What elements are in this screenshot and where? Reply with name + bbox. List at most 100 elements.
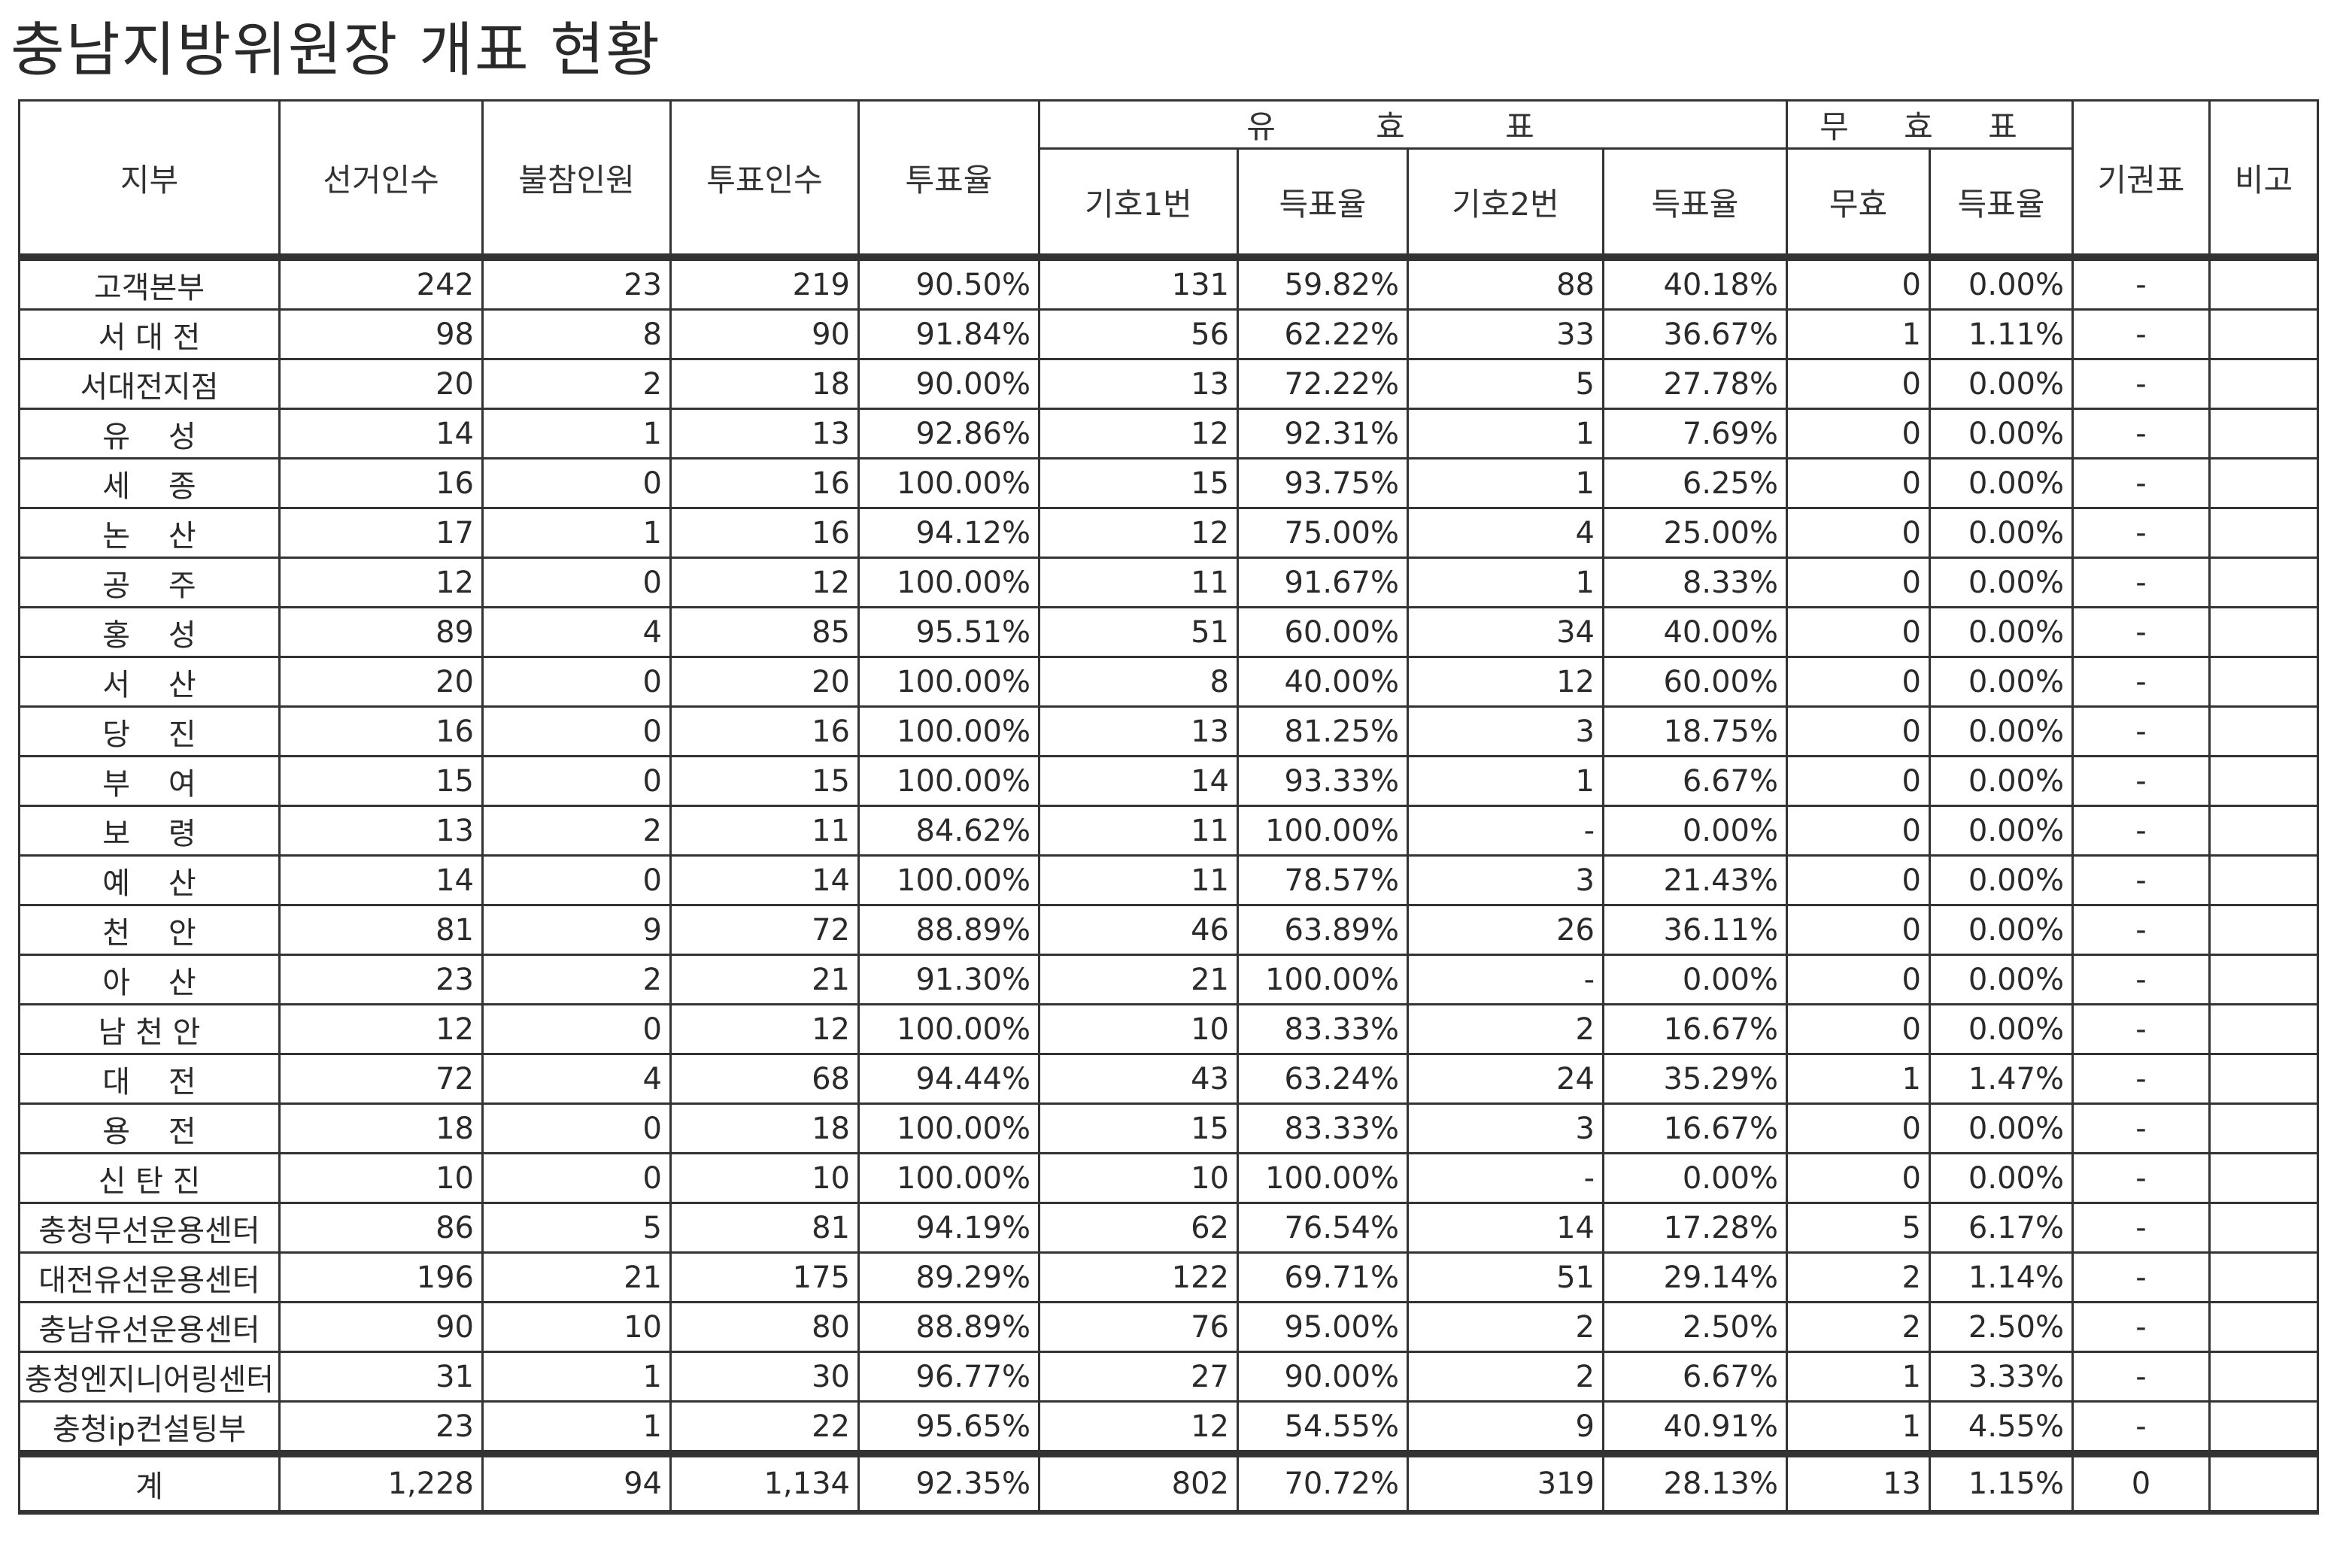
cell-note — [2208, 954, 2319, 1005]
cell-cand2-rate: 40.00% — [1602, 606, 1788, 658]
table-row: 서 대 전 98 8 90 91.84% 56 62.22% 33 36.67% 1 1.11% - — [18, 308, 2319, 360]
cell-branch: 부 여 — [18, 755, 281, 807]
cell-turnout: 100.00% — [857, 1102, 1040, 1154]
cell-cand2: 5 — [1407, 358, 1604, 410]
cell-cand1-rate: 91.67% — [1237, 557, 1409, 608]
cell-invalid-rate: 4.55% — [1929, 1400, 2074, 1455]
cell-absent: 5 — [481, 1202, 672, 1254]
cell-invalid: 0 — [1786, 457, 1931, 509]
cell-invalid-rate: 1.11% — [1929, 308, 2074, 360]
cell-voters: 80 — [669, 1301, 860, 1353]
cell-electors: 72 — [278, 1053, 484, 1105]
cell-voters: 16 — [669, 705, 860, 757]
cell-invalid: 0 — [1786, 755, 1931, 807]
cell-absent: 4 — [481, 606, 672, 658]
cell-invalid-rate: 0.00% — [1929, 557, 2074, 608]
cell-invalid: 2 — [1786, 1251, 1931, 1303]
cell-turnout: 100.00% — [857, 656, 1040, 708]
cell-turnout: 92.86% — [857, 408, 1040, 459]
cell-invalid: 0 — [1786, 954, 1931, 1005]
cell-cand2-rate: 21.43% — [1602, 854, 1788, 906]
cell-absent: 0 — [481, 1102, 672, 1154]
cell-cand2: 12 — [1407, 656, 1604, 708]
cell-cand1: 802 — [1038, 1450, 1239, 1515]
table-row: 고객본부 242 23 219 90.50% 131 59.82% 88 40.18% 0 0.00… — [18, 256, 2319, 311]
cell-cand2-rate: 6.67% — [1602, 755, 1788, 807]
cell-electors: 196 — [278, 1251, 484, 1303]
cell-branch: 서 산 — [18, 656, 281, 708]
cell-turnout: 100.00% — [857, 557, 1040, 608]
cell-cand1-rate: 63.24% — [1237, 1053, 1409, 1105]
cell-branch: 유 성 — [18, 408, 281, 459]
cell-cand2-rate: 7.69% — [1602, 408, 1788, 459]
cell-branch: 용 전 — [18, 1102, 281, 1154]
table-row: 충청ip컨설팅부 23 1 22 95.65% 12 54.55% 9 40.91% 1 4.55%… — [18, 1400, 2319, 1455]
cell-voters: 12 — [669, 557, 860, 608]
header-branch: 지부 — [18, 99, 281, 259]
cell-voters: 85 — [669, 606, 860, 658]
cell-cand1-rate: 63.89% — [1237, 904, 1409, 956]
cell-electors: 16 — [278, 457, 484, 509]
cell-invalid: 1 — [1786, 1351, 1931, 1403]
cell-absent: 0 — [481, 1152, 672, 1204]
cell-voters: 16 — [669, 507, 860, 559]
cell-cand2: 4 — [1407, 507, 1604, 559]
cell-electors: 15 — [278, 755, 484, 807]
cell-note — [2208, 1003, 2319, 1055]
cell-cand1: 13 — [1038, 358, 1239, 410]
cell-absent: 1 — [481, 1400, 672, 1455]
cell-absent: 0 — [481, 1003, 672, 1055]
cell-note — [2208, 606, 2319, 658]
cell-branch: 충남유선운용센터 — [18, 1301, 281, 1353]
table-row: 당 진 16 0 16 100.00% 13 81.25% 3 18.75% 0 0.00% - — [18, 705, 2319, 757]
cell-cand1: 11 — [1038, 805, 1239, 857]
cell-absent: 1 — [481, 507, 672, 559]
total-row: 계 1,228 94 1,134 92.35% 802 70.72% 319 28.13% 13 1… — [18, 1450, 2319, 1515]
cell-voters: 72 — [669, 904, 860, 956]
cell-cand2-rate: 35.29% — [1602, 1053, 1788, 1105]
cell-absent: 2 — [481, 358, 672, 410]
cell-absent: 0 — [481, 457, 672, 509]
cell-invalid-rate: 0.00% — [1929, 954, 2074, 1005]
cell-invalid-rate: 0.00% — [1929, 507, 2074, 559]
cell-turnout: 88.89% — [857, 904, 1040, 956]
cell-electors: 14 — [278, 408, 484, 459]
table-row: 유 성 14 1 13 92.86% 12 92.31% 1 7.69% 0 0.00% - — [18, 408, 2319, 459]
header-abstain: 기권표 — [2071, 99, 2211, 259]
table-row: 홍 성 89 4 85 95.51% 51 60.00% 34 40.00% 0 0.00% - — [18, 606, 2319, 658]
cell-abstain: - — [2071, 308, 2211, 360]
header-cand2: 기호2번 — [1407, 147, 1604, 259]
cell-branch: 남 천 안 — [18, 1003, 281, 1055]
cell-electors: 20 — [278, 656, 484, 708]
cell-invalid: 0 — [1786, 507, 1931, 559]
cell-voters: 16 — [669, 457, 860, 509]
table-row: 부 여 15 0 15 100.00% 14 93.33% 1 6.67% 0 0.00% - — [18, 755, 2319, 807]
cell-invalid-rate: 6.17% — [1929, 1202, 2074, 1254]
cell-absent: 2 — [481, 954, 672, 1005]
cell-note — [2208, 308, 2319, 360]
cell-note — [2208, 755, 2319, 807]
cell-turnout: 100.00% — [857, 854, 1040, 906]
cell-voters: 12 — [669, 1003, 860, 1055]
cell-absent: 0 — [481, 705, 672, 757]
table-row: 예 산 14 0 14 100.00% 11 78.57% 3 21.43% 0 0.00% - — [18, 854, 2319, 906]
cell-note — [2208, 1450, 2319, 1515]
cell-turnout: 91.30% — [857, 954, 1040, 1005]
cell-cand1-rate: 90.00% — [1237, 1351, 1409, 1403]
cell-invalid-rate: 0.00% — [1929, 1102, 2074, 1154]
cell-abstain: - — [2071, 904, 2211, 956]
cell-voters: 10 — [669, 1152, 860, 1204]
cell-turnout: 95.51% — [857, 606, 1040, 658]
cell-cand1-rate: 60.00% — [1237, 606, 1409, 658]
cell-voters: 13 — [669, 408, 860, 459]
cell-cand1: 27 — [1038, 1351, 1239, 1403]
cell-note — [2208, 256, 2319, 311]
cell-absent: 1 — [481, 1351, 672, 1403]
cell-cand1: 76 — [1038, 1301, 1239, 1353]
header-cand1: 기호1번 — [1038, 147, 1239, 259]
cell-branch: 천 안 — [18, 904, 281, 956]
cell-electors: 17 — [278, 507, 484, 559]
cell-voters: 14 — [669, 854, 860, 906]
cell-invalid-rate: 0.00% — [1929, 1003, 2074, 1055]
cell-branch: 충청무선운용센터 — [18, 1202, 281, 1254]
